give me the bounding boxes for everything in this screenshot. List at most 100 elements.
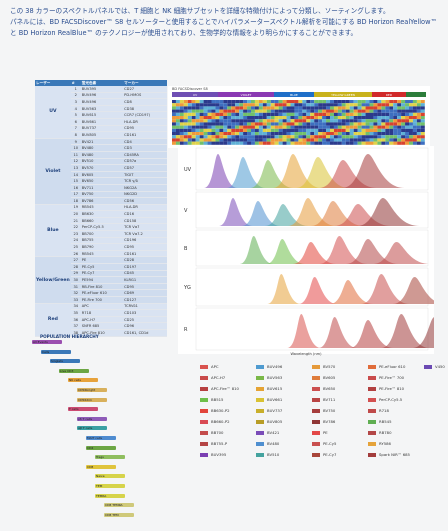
heatmap-cell bbox=[187, 141, 192, 145]
heatmap-cell bbox=[207, 132, 212, 136]
emission-curve bbox=[311, 201, 364, 226]
heatmap-cell bbox=[187, 132, 192, 136]
marker: CD45 bbox=[123, 270, 167, 278]
heatmap-cell bbox=[215, 132, 220, 136]
heatmap-cell bbox=[353, 119, 358, 123]
heatmap-cell bbox=[191, 112, 196, 116]
heatmap-cell bbox=[310, 128, 315, 132]
emission-curve bbox=[227, 157, 266, 188]
heatmap-cell bbox=[330, 135, 334, 139]
legend-label: BV750 bbox=[323, 408, 336, 413]
heatmap-cell bbox=[345, 103, 350, 107]
heatmap-cell bbox=[211, 128, 216, 132]
heatmap-cell bbox=[231, 100, 236, 104]
heatmap-cell bbox=[393, 109, 398, 113]
panel-row: 24 BB755 CD196 bbox=[35, 237, 167, 245]
heatmap-cell bbox=[290, 138, 295, 142]
heatmap-cell bbox=[298, 100, 303, 104]
heatmap-cell bbox=[341, 141, 346, 145]
heatmap-cell bbox=[389, 116, 394, 120]
legend-swatch bbox=[368, 420, 376, 424]
heatmap-cell bbox=[326, 112, 330, 116]
laser-segment-label: BLUE bbox=[290, 93, 298, 97]
heatmap-cell bbox=[247, 122, 251, 126]
heatmap-cell bbox=[203, 141, 208, 145]
heatmap-cell bbox=[175, 122, 180, 126]
panel-row: UV 1 BUV395 CD27 bbox=[35, 86, 167, 139]
legend-item: BB630-P2 bbox=[200, 408, 230, 413]
heatmap-cell bbox=[369, 141, 374, 145]
marker: CD161, CD1d bbox=[123, 329, 167, 337]
heatmap-cell bbox=[397, 135, 402, 139]
heatmap-cell bbox=[333, 112, 338, 116]
heatmap-cell bbox=[357, 128, 362, 132]
heatmap-cell bbox=[333, 103, 338, 107]
heatmap-cell bbox=[183, 141, 188, 145]
heatmap-cell bbox=[385, 100, 390, 104]
heatmap-cell bbox=[377, 132, 382, 136]
heatmap-cell bbox=[223, 109, 228, 113]
heatmap-cell bbox=[302, 116, 307, 120]
heatmap-cell bbox=[262, 106, 267, 110]
heatmap-cell bbox=[385, 112, 390, 116]
heatmap-cell bbox=[294, 132, 299, 136]
heatmap-cell bbox=[373, 103, 378, 107]
heatmap-cell bbox=[219, 112, 224, 116]
heatmap-cell bbox=[294, 141, 299, 145]
hierarchy-title: POPULATION HIERARCHY bbox=[40, 334, 99, 339]
heatmap-cell bbox=[389, 112, 394, 116]
heatmap-cell bbox=[251, 106, 255, 110]
heatmap-cell bbox=[183, 138, 188, 142]
heatmap-cell bbox=[172, 132, 176, 136]
legend-item: V450 bbox=[424, 364, 445, 369]
heatmap-cell bbox=[258, 103, 263, 107]
heatmap-cell bbox=[322, 100, 327, 104]
heatmap-cell bbox=[393, 128, 398, 132]
heatmap-cell bbox=[365, 132, 370, 136]
heatmap-cell bbox=[397, 109, 402, 113]
heatmap-cell bbox=[326, 106, 330, 110]
heatmap-cell bbox=[341, 138, 346, 142]
heatmap-cell bbox=[215, 141, 220, 145]
heatmap-cell bbox=[235, 138, 240, 142]
fluorochrome: BV605 bbox=[80, 171, 124, 179]
heatmap-cell bbox=[302, 122, 307, 126]
heatmap-cell bbox=[172, 103, 176, 107]
heatmap-cell bbox=[397, 100, 402, 104]
marker: CD57a bbox=[123, 158, 167, 166]
heatmap-cell bbox=[337, 138, 342, 142]
heatmap-cell bbox=[172, 112, 176, 116]
heatmap-cell bbox=[195, 125, 200, 129]
laser-spectra-svg: UV V B YG R bbox=[183, 147, 448, 351]
heatmap-cell bbox=[294, 116, 299, 120]
heatmap-cell bbox=[330, 128, 334, 132]
heatmap-cell bbox=[270, 106, 275, 110]
heatmap-cell bbox=[377, 125, 382, 129]
heatmap-cell bbox=[420, 135, 425, 139]
heatmap-cell bbox=[223, 128, 228, 132]
heatmap-cell bbox=[239, 125, 244, 129]
heatmap-cell bbox=[405, 112, 409, 116]
heatmap-cell bbox=[373, 132, 378, 136]
heatmap-cell bbox=[330, 100, 334, 104]
heatmap-cell bbox=[207, 122, 212, 126]
heatmap-cell bbox=[405, 103, 409, 107]
heatmap-cell bbox=[227, 109, 232, 113]
heatmap-cell bbox=[274, 141, 279, 145]
heatmap-cell bbox=[274, 103, 279, 107]
heatmap-cell bbox=[416, 103, 421, 107]
heatmap-cell bbox=[266, 116, 271, 120]
heatmap-cell bbox=[326, 135, 330, 139]
heatmap-cell bbox=[270, 116, 275, 120]
row-number: 3 bbox=[70, 98, 81, 106]
heatmap-cell bbox=[420, 119, 425, 123]
heatmap-cell bbox=[251, 112, 255, 116]
heatmap-cell bbox=[373, 128, 378, 132]
heatmap-cell bbox=[243, 125, 248, 129]
heatmap-cell bbox=[266, 132, 271, 136]
legend-swatch bbox=[256, 387, 264, 391]
marker: CD69 bbox=[123, 289, 167, 297]
heatmap-cell bbox=[191, 141, 196, 145]
panel-row: 21 BB660 CD158 bbox=[35, 217, 167, 225]
heatmap-cell bbox=[326, 119, 330, 123]
